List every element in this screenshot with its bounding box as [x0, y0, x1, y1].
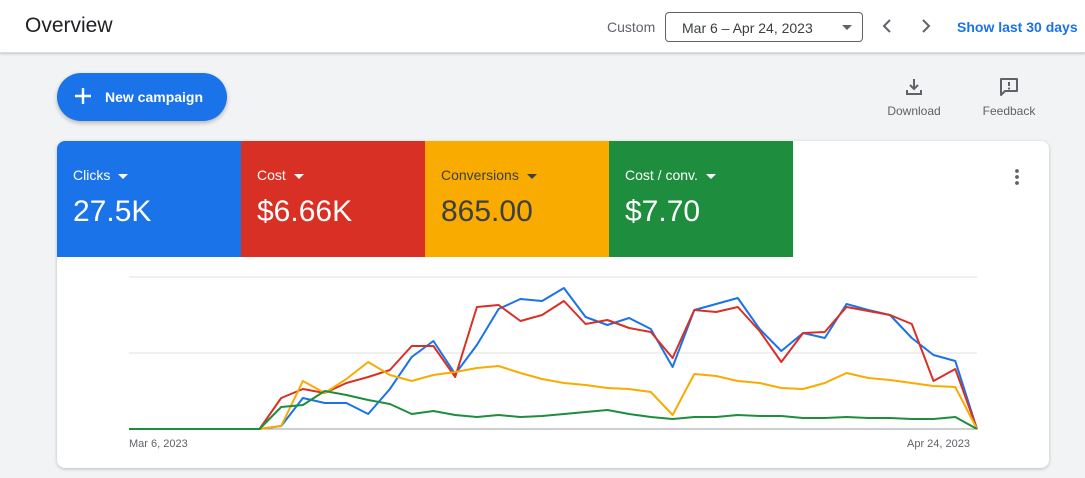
chevron-right-icon [922, 19, 931, 33]
metric-label: Conversions [441, 167, 537, 183]
download-button[interactable]: Download [879, 76, 949, 120]
new-campaign-label: New campaign [105, 89, 204, 105]
performance-line-chart [129, 276, 978, 430]
metric-value: 865.00 [441, 195, 533, 228]
dropdown-caret-icon [842, 25, 852, 30]
metric-tile-clicks[interactable]: Clicks 27.5K [57, 141, 241, 257]
dropdown-caret-icon [293, 173, 304, 179]
x-axis-end-label: Apr 24, 2023 [907, 438, 970, 450]
top-bar: Overview Custom Mar 6 – Apr 24, 2023 Sho… [0, 0, 1085, 53]
feedback-label: Feedback [982, 104, 1036, 118]
previous-period-button[interactable] [876, 15, 898, 37]
more-vert-icon [1015, 169, 1019, 185]
metric-label: Clicks [73, 167, 129, 183]
feedback-button[interactable]: Feedback [974, 76, 1044, 120]
download-label: Download [887, 104, 941, 118]
x-axis-start-label: Mar 6, 2023 [129, 438, 188, 450]
date-range-type-label: Custom [607, 19, 656, 35]
show-last-30-days-link[interactable]: Show last 30 days [957, 19, 1078, 35]
metric-value: 27.5K [73, 195, 152, 228]
chevron-left-icon [882, 19, 891, 33]
series-line-cost [129, 300, 978, 430]
performance-card: Clicks 27.5K Cost $6.66K Conversions 865… [57, 141, 1049, 468]
metric-tile-conversions[interactable]: Conversions 865.00 [425, 141, 609, 257]
dropdown-caret-icon [705, 173, 716, 179]
download-icon [906, 79, 922, 95]
date-range-select[interactable]: Mar 6 – Apr 24, 2023 [665, 12, 863, 42]
dropdown-caret-icon [118, 173, 129, 179]
next-period-button[interactable] [915, 15, 937, 37]
more-options-button[interactable] [1007, 167, 1027, 187]
metric-label: Cost [257, 167, 304, 183]
plus-icon [75, 88, 91, 104]
dropdown-caret-icon [526, 173, 537, 179]
metric-value: $7.70 [625, 195, 701, 228]
new-campaign-button[interactable]: New campaign [57, 73, 227, 121]
metric-label: Cost / conv. [625, 167, 716, 183]
page-title: Overview [25, 14, 113, 37]
metric-value: $6.66K [257, 195, 353, 228]
date-range-value: Mar 6 – Apr 24, 2023 [682, 20, 813, 36]
metric-tile-cost[interactable]: Cost $6.66K [241, 141, 425, 257]
feedback-icon [1000, 78, 1018, 96]
series-line-cost-conv [129, 390, 978, 430]
series-line-conversions [129, 361, 978, 430]
metric-tile-cost-per-conversion[interactable]: Cost / conv. $7.70 [609, 141, 793, 257]
